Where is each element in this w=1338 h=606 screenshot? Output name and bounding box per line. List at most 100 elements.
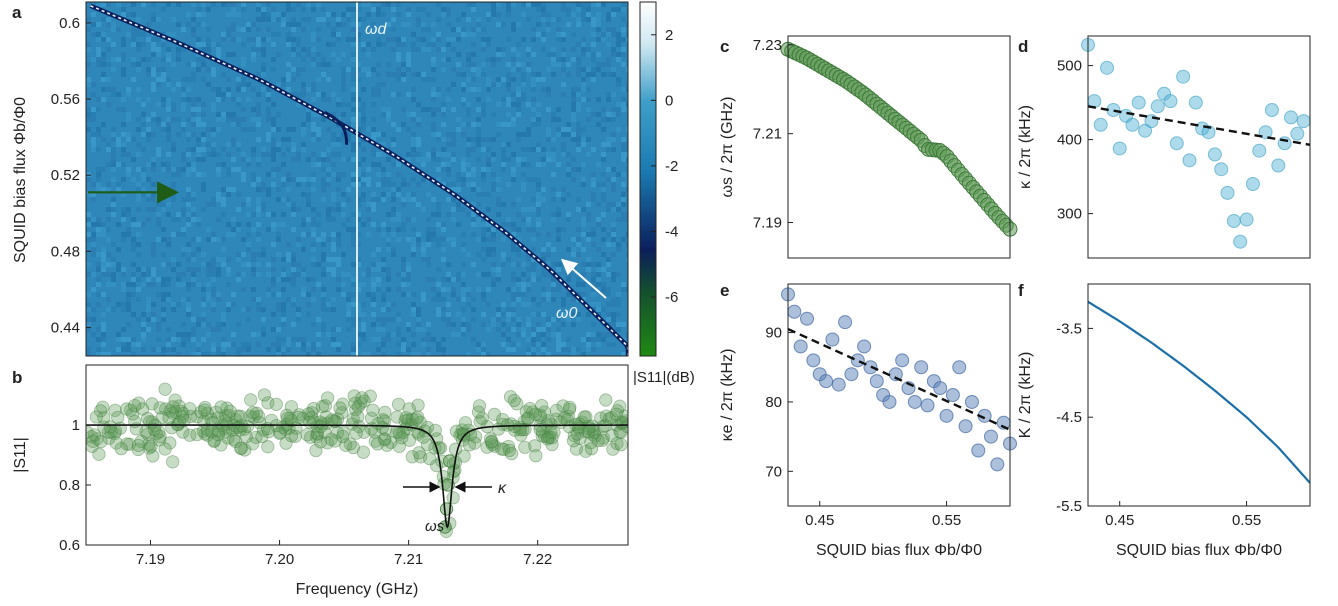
heatmap-cell	[326, 307, 331, 312]
heatmap-cell	[506, 217, 511, 222]
heatmap-cell	[116, 347, 121, 352]
heatmap-cell	[371, 287, 376, 292]
heatmap-cell	[411, 117, 416, 122]
heatmap-cell	[106, 182, 111, 187]
heatmap-cell	[596, 277, 601, 282]
heatmap-cell	[466, 252, 471, 257]
heatmap-cell	[571, 137, 576, 142]
heatmap-cell	[596, 162, 601, 167]
heatmap-cell	[316, 352, 321, 356]
heatmap-cell	[151, 197, 156, 202]
heatmap-cell	[366, 202, 371, 207]
heatmap-cell	[156, 147, 161, 152]
panel-b-data-point	[533, 408, 547, 422]
heatmap-cell	[91, 147, 96, 152]
panel-b-data-point	[198, 403, 212, 417]
panel-b-data-point	[336, 397, 350, 411]
heatmap-cell	[466, 17, 471, 22]
heatmap-cell	[461, 232, 466, 237]
panel-b-data-point	[134, 434, 148, 448]
heatmap-cell	[266, 87, 271, 92]
heatmap-cell	[126, 227, 131, 232]
heatmap-cell	[406, 22, 411, 27]
heatmap-cell	[211, 102, 216, 107]
heatmap-cell	[411, 307, 416, 312]
heatmap-cell	[496, 267, 501, 272]
heatmap-cell	[286, 337, 291, 342]
panel-b-data-point	[256, 423, 271, 437]
panel-b-data-point	[519, 405, 533, 419]
panel-b-data-point	[537, 405, 552, 419]
heatmap-cell	[311, 47, 316, 52]
heatmap-cell	[441, 102, 446, 107]
heatmap-cell	[216, 272, 221, 277]
heatmap-cell	[286, 97, 291, 102]
heatmap-cell	[121, 307, 126, 312]
heatmap-cell	[306, 222, 311, 227]
heatmap-cell	[196, 12, 201, 17]
heatmap-cell	[111, 87, 116, 92]
heatmap-cell	[381, 322, 386, 327]
heatmap-cell	[171, 62, 176, 67]
heatmap-cell	[616, 132, 621, 137]
heatmap-cell	[316, 272, 321, 277]
heatmap-cell	[596, 77, 601, 82]
heatmap-cell	[486, 287, 491, 292]
heatmap-cell	[396, 142, 401, 147]
panel-b-fit-curve	[86, 424, 628, 529]
panel-b-data-point	[128, 398, 142, 413]
heatmap-cell	[516, 162, 521, 167]
heatmap-cell	[351, 347, 356, 352]
panel-b-data-point	[158, 382, 172, 396]
heatmap-cell	[421, 77, 426, 82]
panel-d-data-point	[1138, 123, 1153, 138]
heatmap-cell	[356, 242, 361, 247]
heatmap-cell	[426, 262, 431, 267]
heatmap-cell	[151, 52, 156, 57]
heatmap-cell	[571, 352, 576, 356]
heatmap-cell	[286, 277, 291, 282]
heatmap-cell	[291, 302, 296, 307]
colorbar-gradient	[639, 1, 657, 357]
heatmap-cell	[186, 62, 191, 67]
heatmap-cell	[186, 282, 191, 287]
panel-b-data-point	[303, 430, 318, 444]
heatmap-cell	[111, 167, 116, 172]
heatmap-cell	[461, 82, 466, 87]
heatmap-cell	[281, 277, 286, 282]
omega-s-label: ωs	[425, 518, 445, 535]
heatmap-cell	[361, 192, 366, 197]
heatmap-cell	[516, 292, 521, 297]
heatmap-cell	[401, 197, 406, 202]
heatmap-cell	[356, 142, 361, 147]
panel-d-ylabel: κ / 2π (kHz)	[1017, 105, 1034, 189]
heatmap-cell	[481, 237, 486, 242]
heatmap-cell	[341, 42, 346, 47]
heatmap-cell	[576, 112, 581, 117]
heatmap-cell	[416, 102, 421, 107]
panel-e-data-point	[983, 429, 998, 444]
heatmap-cell	[231, 97, 236, 102]
heatmap-cell	[486, 237, 491, 242]
heatmap-cell	[481, 147, 486, 152]
heatmap-cell	[416, 72, 421, 77]
heatmap-cell	[191, 167, 196, 172]
heatmap-cell	[541, 82, 546, 87]
heatmap-cell	[441, 2, 446, 7]
heatmap-cell	[311, 82, 316, 87]
heatmap-cell	[426, 2, 431, 7]
heatmap-cell	[561, 302, 566, 307]
heatmap-cell	[576, 7, 581, 12]
panel-b-data-point	[586, 428, 600, 442]
heatmap-cell	[176, 82, 181, 87]
heatmap-cell	[156, 237, 161, 242]
heatmap-cell	[491, 27, 496, 32]
heatmap-cell	[86, 172, 91, 177]
heatmap-cell	[211, 327, 216, 332]
heatmap-cell	[551, 147, 556, 152]
heatmap-cell	[616, 42, 621, 47]
heatmap-cell	[501, 52, 506, 57]
heatmap-cell	[101, 292, 106, 297]
panel-b-data-point	[247, 410, 261, 424]
